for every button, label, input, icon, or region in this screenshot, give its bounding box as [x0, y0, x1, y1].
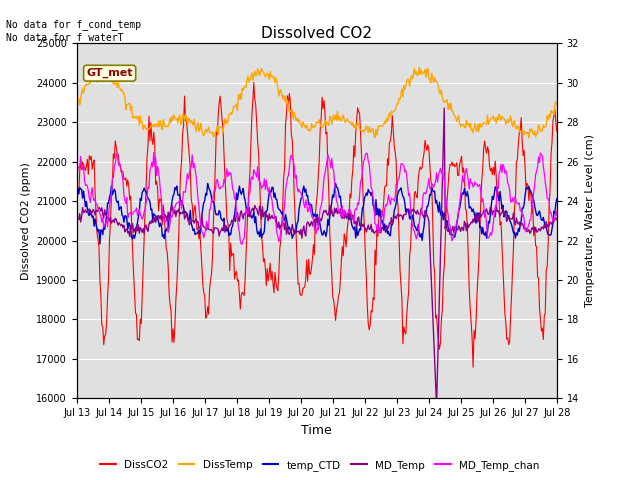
temp_CTD — [204, 180, 211, 186]
MD_Temp_chan — [306, 200, 314, 205]
MD_Temp_chan — [237, 241, 245, 247]
DissCO2 — [469, 364, 477, 370]
temp_CTD — [306, 200, 314, 206]
temp_CTD — [73, 200, 81, 205]
DissTemp — [73, 98, 81, 104]
DissTemp — [302, 125, 310, 131]
MD_Temp_chan — [468, 180, 476, 186]
MD_Temp_chan — [150, 150, 157, 156]
DissCO2 — [553, 129, 561, 134]
MD_Temp_chan — [360, 156, 368, 162]
DissTemp — [333, 108, 341, 114]
DissCO2 — [250, 80, 258, 85]
DissTemp — [553, 101, 561, 107]
DissCO2 — [302, 276, 310, 282]
DissTemp — [467, 127, 475, 133]
MD_Temp — [543, 224, 551, 230]
Y-axis label: Dissolved CO2 (ppm): Dissolved CO2 (ppm) — [20, 162, 31, 280]
Line: MD_Temp: MD_Temp — [77, 108, 557, 406]
DissCO2 — [467, 320, 475, 326]
DissCO2 — [543, 264, 551, 269]
Line: DissCO2: DissCO2 — [77, 83, 557, 367]
temp_CTD — [335, 189, 342, 194]
MD_Temp — [301, 230, 308, 236]
Line: temp_CTD: temp_CTD — [77, 183, 557, 244]
Text: GT_met: GT_met — [86, 68, 133, 78]
Y-axis label: Temperature, Water Level (cm): Temperature, Water Level (cm) — [584, 134, 595, 307]
DissTemp — [525, 135, 532, 141]
Legend: DissCO2, DissTemp, temp_CTD, MD_Temp, MD_Temp_chan: DissCO2, DissTemp, temp_CTD, MD_Temp, MD… — [96, 456, 544, 475]
MD_Temp_chan — [553, 212, 561, 218]
temp_CTD — [96, 241, 104, 247]
DissCO2 — [333, 301, 341, 307]
MD_Temp_chan — [303, 201, 310, 207]
temp_CTD — [543, 229, 551, 235]
DissTemp — [305, 128, 312, 133]
MD_Temp — [333, 205, 340, 211]
DissTemp — [99, 63, 107, 69]
MD_Temp — [433, 403, 440, 409]
temp_CTD — [553, 196, 561, 202]
MD_Temp — [304, 219, 312, 225]
Line: DissTemp: DissTemp — [77, 66, 557, 138]
Title: Dissolved CO2: Dissolved CO2 — [261, 25, 372, 41]
MD_Temp_chan — [73, 178, 81, 184]
MD_Temp — [440, 105, 448, 111]
MD_Temp — [468, 220, 476, 226]
temp_CTD — [360, 195, 368, 201]
DissCO2 — [360, 203, 367, 209]
MD_Temp — [73, 218, 81, 224]
Line: MD_Temp_chan: MD_Temp_chan — [77, 153, 557, 244]
MD_Temp_chan — [335, 209, 342, 215]
DissCO2 — [73, 200, 81, 206]
temp_CTD — [468, 209, 476, 215]
temp_CTD — [303, 193, 310, 199]
MD_Temp_chan — [543, 195, 551, 201]
DissTemp — [360, 127, 367, 133]
Text: No data for f_cond_temp
No data for f_waterT: No data for f_cond_temp No data for f_wa… — [6, 19, 141, 43]
DissTemp — [543, 113, 551, 119]
MD_Temp — [358, 224, 366, 229]
MD_Temp — [553, 216, 561, 221]
DissCO2 — [305, 256, 312, 262]
X-axis label: Time: Time — [301, 424, 332, 437]
